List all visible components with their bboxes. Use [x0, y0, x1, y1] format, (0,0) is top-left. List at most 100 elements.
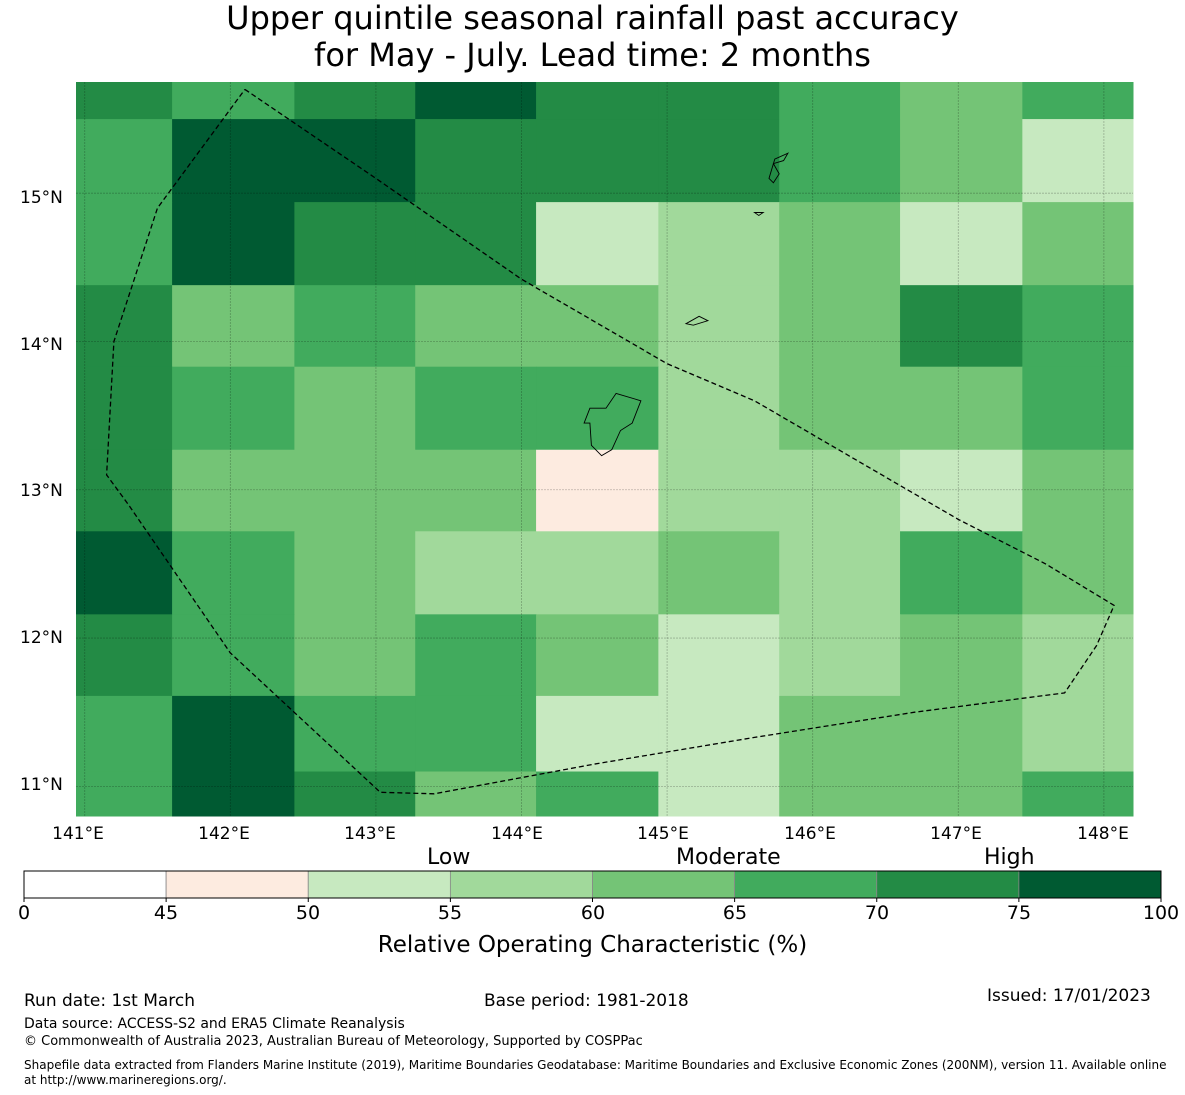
grid-cell	[76, 285, 173, 368]
island-outline	[583, 392, 642, 457]
grid-cell	[172, 82, 295, 120]
grid-cell	[779, 771, 901, 817]
grid-cell	[294, 531, 416, 615]
lon-tick-144e: 144°E	[491, 824, 543, 844]
grid-cell	[900, 82, 1023, 120]
grid-cell	[536, 449, 659, 532]
colorbar-segment	[592, 870, 736, 899]
base-period: Base period: 1981-2018	[484, 991, 689, 1011]
grid-cell	[900, 285, 1023, 368]
grid-cell	[536, 771, 659, 817]
grid-cell	[172, 119, 295, 203]
cb-tick-60: 60	[580, 902, 606, 924]
cb-tick-55: 55	[437, 902, 463, 924]
category-low: Low	[427, 845, 471, 870]
grid-cell	[294, 119, 416, 203]
grid-cell	[294, 695, 416, 773]
grid-cell	[900, 771, 1023, 817]
grid-cell	[415, 449, 537, 532]
lon-tick-148e: 148°E	[1077, 824, 1129, 844]
grid-cell	[172, 695, 295, 773]
colorbar-segment	[23, 870, 167, 899]
lat-tick-14n: 14°N	[20, 335, 63, 355]
grid-cell	[294, 771, 416, 817]
grid-cell	[1022, 771, 1134, 817]
grid-cell	[536, 285, 659, 368]
grid-cell	[415, 119, 537, 203]
grid-cell	[294, 82, 416, 120]
category-moderate: Moderate	[676, 845, 781, 870]
grid-cell	[172, 202, 295, 286]
grid-cell	[779, 82, 901, 120]
grid-cell	[900, 531, 1023, 615]
grid-cell	[536, 119, 659, 203]
grid-cell	[1022, 449, 1134, 532]
grid-cell	[1022, 202, 1134, 286]
grid-cell	[536, 531, 659, 615]
grid-cell	[900, 119, 1023, 203]
grid-cell	[415, 614, 537, 697]
cb-tick-100: 100	[1142, 902, 1180, 924]
grid-cell	[415, 202, 537, 286]
grid-cell	[658, 531, 780, 615]
grid-cell	[779, 449, 901, 532]
grid-cell	[415, 366, 537, 451]
grid-cell	[415, 695, 537, 773]
grid-cell	[1022, 695, 1134, 773]
grid-cell	[415, 531, 537, 615]
grid-cell	[1022, 82, 1134, 120]
copyright: © Commonwealth of Australia 2023, Austra…	[24, 1034, 643, 1049]
grid-cell	[658, 82, 780, 120]
grid-cell	[900, 449, 1023, 532]
grid-cell	[1022, 531, 1134, 615]
colorbar-segment	[734, 870, 878, 899]
grid-cell	[1022, 119, 1134, 203]
colorbar-segment	[876, 870, 1020, 899]
grid-cell	[779, 366, 901, 451]
grid-cell	[779, 614, 901, 697]
lon-tick-147e: 147°E	[930, 824, 982, 844]
shapefile-credit-line-2: at http://www.marineregions.org/.	[24, 1073, 227, 1087]
grid-cell	[76, 695, 173, 773]
grid-cell	[658, 202, 780, 286]
grid-cell	[1022, 366, 1134, 451]
grid-cell	[172, 366, 295, 451]
grid-cell	[900, 366, 1023, 451]
grid-cell	[294, 449, 416, 532]
grid-cell	[536, 202, 659, 286]
grid-cell	[779, 202, 901, 286]
cb-tick-50: 50	[295, 902, 321, 924]
grid-cell	[779, 531, 901, 615]
colorbar-segment	[307, 870, 451, 899]
category-high: High	[984, 845, 1035, 870]
colorbar-segment	[1018, 870, 1162, 899]
lat-tick-11n: 11°N	[20, 775, 63, 795]
colorbar-label: Relative Operating Characteristic (%)	[377, 932, 808, 958]
lat-tick-15n: 15°N	[20, 188, 63, 208]
grid-cell	[76, 531, 173, 615]
grid-cell	[658, 285, 780, 368]
grid-cell	[779, 695, 901, 773]
grid-cell	[294, 285, 416, 368]
lat-tick-13n: 13°N	[20, 481, 63, 501]
colorbar-segment	[449, 870, 593, 899]
grid-cell	[294, 614, 416, 697]
grid-cell	[172, 531, 295, 615]
grid-cell	[658, 614, 780, 697]
cb-tick-65: 65	[722, 902, 748, 924]
eez-boundary	[105, 88, 1115, 795]
grid-cell	[172, 285, 295, 368]
grid-cell	[900, 695, 1023, 773]
data-source: Data source: ACCESS-S2 and ERA5 Climate …	[24, 1016, 405, 1032]
grid-cell	[76, 82, 173, 120]
grid-cell	[658, 449, 780, 532]
island-outline	[768, 152, 789, 184]
grid-cell	[76, 202, 173, 286]
cb-tick-70: 70	[864, 902, 890, 924]
grid-cell	[294, 202, 416, 286]
grid-cell	[658, 366, 780, 451]
grid-cell	[294, 366, 416, 451]
issued-date: Issued: 17/01/2023	[987, 986, 1151, 1006]
lon-tick-141e: 141°E	[52, 824, 104, 844]
